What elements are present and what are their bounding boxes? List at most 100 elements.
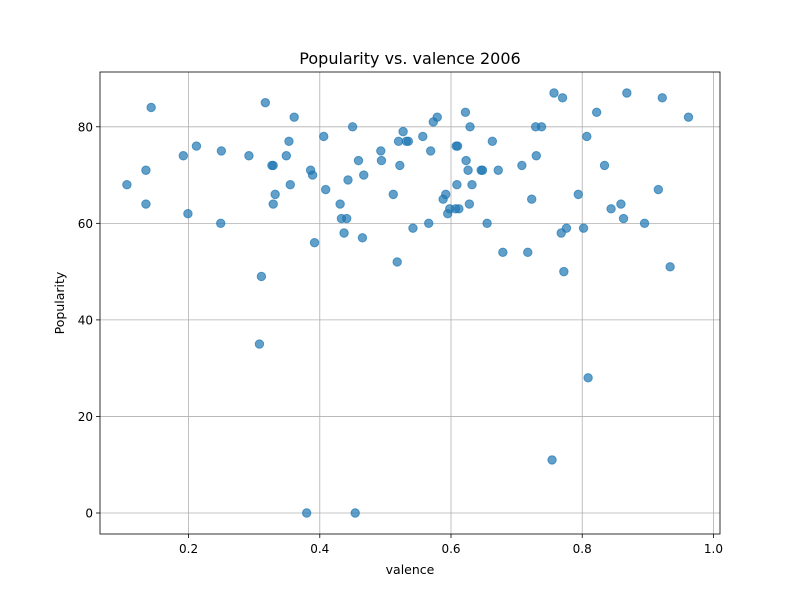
data-point [142,166,150,174]
data-point [394,137,402,145]
data-point [340,229,348,237]
data-point [433,113,441,121]
data-point [360,171,368,179]
data-point [619,214,627,222]
data-point [574,190,582,198]
data-point [286,181,294,189]
data-point [342,214,350,222]
data-point [348,123,356,131]
data-point [483,219,491,227]
data-point [320,132,328,140]
data-point [462,156,470,164]
data-point [399,127,407,135]
data-point [468,181,476,189]
y-tick-label: 60 [78,217,93,231]
data-point [261,98,269,106]
data-point [658,94,666,102]
data-point [499,248,507,256]
data-point [600,161,608,169]
data-point [550,89,558,97]
data-point [389,190,397,198]
data-point [192,142,200,150]
data-point [393,258,401,266]
data-point [344,176,352,184]
data-point [453,142,461,150]
data-point [518,161,526,169]
data-point [464,166,472,174]
data-point [336,200,344,208]
y-tick-label: 80 [78,120,93,134]
data-point [377,156,385,164]
data-point [217,219,225,227]
x-axis-label: valence [386,562,435,577]
data-point [257,272,265,280]
data-point [377,147,385,155]
data-point [269,161,277,169]
data-point [617,200,625,208]
data-point [666,263,674,271]
data-point [269,200,277,208]
data-point [623,89,631,97]
data-point [351,509,359,517]
chart-title: Popularity vs. valence 2006 [299,49,520,68]
data-point [548,456,556,464]
data-point [308,171,316,179]
data-point [419,132,427,140]
data-point [528,195,536,203]
data-point [426,147,434,155]
data-point [524,248,532,256]
data-point [465,200,473,208]
x-tick-label: 0.4 [310,542,329,556]
x-tick-label: 0.2 [179,542,198,556]
data-point [455,205,463,213]
data-point [558,94,566,102]
data-point [285,137,293,145]
data-point [684,113,692,121]
data-point [217,147,225,155]
data-point [453,181,461,189]
x-tick-label: 1.0 [704,542,723,556]
data-point [654,185,662,193]
data-point [442,190,450,198]
y-tick-label: 0 [85,507,93,521]
data-point [147,103,155,111]
data-point [142,200,150,208]
data-point [607,205,615,213]
data-point [562,224,570,232]
data-point [560,267,568,275]
data-point [478,166,486,174]
data-point [424,219,432,227]
data-point [290,113,298,121]
data-point [532,152,540,160]
data-point [354,156,362,164]
data-point [282,152,290,160]
data-point [255,340,263,348]
data-point [321,185,329,193]
data-point [245,152,253,160]
y-tick-label: 20 [78,410,93,424]
data-point [404,137,412,145]
y-tick-label: 40 [78,313,93,327]
data-point [302,509,310,517]
data-point [310,238,318,246]
data-point [466,123,474,131]
data-point [123,181,131,189]
y-axis-label: Popularity [52,271,67,334]
data-point [640,219,648,227]
data-point [583,132,591,140]
x-tick-label: 0.8 [573,542,592,556]
data-point [461,108,469,116]
data-point [488,137,496,145]
data-point [179,152,187,160]
x-tick-label: 0.6 [441,542,460,556]
data-point [537,123,545,131]
data-point [184,209,192,217]
data-point [271,190,279,198]
data-point [409,224,417,232]
data-point [494,166,502,174]
data-point [584,374,592,382]
data-point [579,224,587,232]
data-point [358,234,366,242]
